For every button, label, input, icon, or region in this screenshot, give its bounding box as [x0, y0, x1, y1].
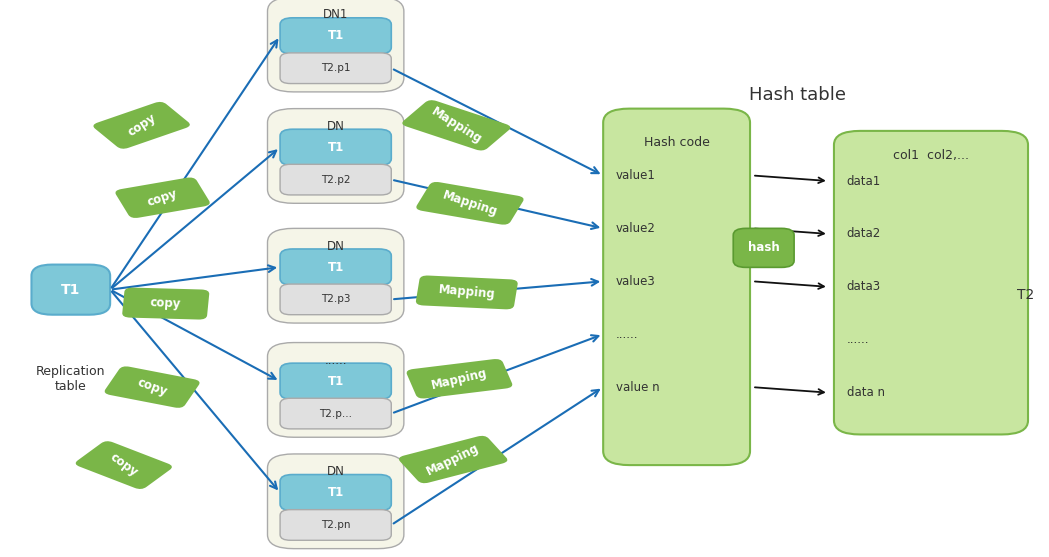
Text: DN: DN [326, 120, 345, 133]
FancyBboxPatch shape [267, 228, 404, 323]
FancyBboxPatch shape [280, 129, 391, 165]
FancyBboxPatch shape [834, 131, 1028, 434]
FancyBboxPatch shape [280, 363, 391, 399]
FancyBboxPatch shape [733, 228, 794, 267]
Text: data1: data1 [847, 174, 881, 188]
FancyBboxPatch shape [280, 510, 391, 540]
FancyBboxPatch shape [402, 100, 511, 150]
Text: DN: DN [326, 240, 345, 252]
FancyBboxPatch shape [415, 276, 518, 309]
Text: T2.p...: T2.p... [319, 409, 352, 418]
Text: Mapping: Mapping [441, 188, 499, 218]
FancyBboxPatch shape [280, 18, 391, 54]
Text: data3: data3 [847, 280, 881, 294]
Text: Mapping: Mapping [429, 105, 484, 146]
Text: value2: value2 [616, 222, 656, 235]
Text: T1: T1 [327, 30, 344, 42]
Text: hash: hash [748, 241, 779, 255]
FancyBboxPatch shape [280, 284, 391, 315]
FancyBboxPatch shape [267, 0, 404, 92]
Text: col1  col2,...: col1 col2,... [893, 149, 969, 163]
FancyBboxPatch shape [407, 359, 512, 398]
Text: Mapping: Mapping [430, 366, 489, 392]
FancyBboxPatch shape [416, 182, 523, 224]
FancyBboxPatch shape [280, 53, 391, 84]
Text: value n: value n [616, 380, 660, 394]
FancyBboxPatch shape [280, 475, 391, 511]
FancyBboxPatch shape [280, 398, 391, 429]
FancyBboxPatch shape [399, 436, 508, 483]
FancyBboxPatch shape [280, 249, 391, 285]
FancyBboxPatch shape [123, 287, 209, 320]
Text: T1: T1 [61, 282, 81, 297]
Text: ......: ...... [324, 354, 347, 367]
FancyBboxPatch shape [115, 178, 210, 218]
Text: T1: T1 [327, 486, 344, 499]
Text: Mapping: Mapping [425, 441, 481, 478]
Text: data2: data2 [847, 227, 881, 241]
FancyBboxPatch shape [603, 109, 750, 465]
Text: Mapping: Mapping [437, 284, 496, 301]
Text: Hash table: Hash table [749, 86, 845, 104]
Text: T2.p2: T2.p2 [321, 175, 350, 184]
Text: copy: copy [125, 111, 158, 139]
Text: value3: value3 [616, 275, 656, 288]
FancyBboxPatch shape [267, 454, 404, 549]
Text: value1: value1 [616, 169, 656, 182]
Text: copy: copy [146, 187, 179, 209]
Text: DN1: DN1 [323, 8, 348, 21]
FancyBboxPatch shape [76, 441, 172, 489]
Text: Replication
table: Replication table [36, 365, 106, 393]
Text: T2.pn: T2.pn [321, 520, 350, 530]
FancyBboxPatch shape [31, 265, 110, 315]
FancyBboxPatch shape [267, 343, 404, 437]
Text: DN: DN [326, 465, 345, 478]
Text: T1: T1 [327, 261, 344, 273]
FancyBboxPatch shape [280, 164, 391, 195]
FancyBboxPatch shape [105, 367, 199, 408]
Text: copy: copy [107, 451, 141, 480]
Text: copy: copy [150, 296, 181, 311]
Text: data n: data n [847, 386, 884, 399]
Text: ......: ...... [616, 328, 638, 341]
Text: T1: T1 [327, 141, 344, 154]
FancyBboxPatch shape [93, 102, 190, 149]
Text: T2.p1: T2.p1 [321, 63, 350, 73]
Text: T2.p3: T2.p3 [321, 295, 350, 304]
Text: Hash code: Hash code [644, 135, 709, 149]
FancyBboxPatch shape [267, 109, 404, 203]
Text: ......: ...... [847, 333, 869, 346]
Text: T2: T2 [1018, 288, 1034, 302]
Text: copy: copy [135, 376, 169, 398]
Text: T1: T1 [327, 375, 344, 388]
